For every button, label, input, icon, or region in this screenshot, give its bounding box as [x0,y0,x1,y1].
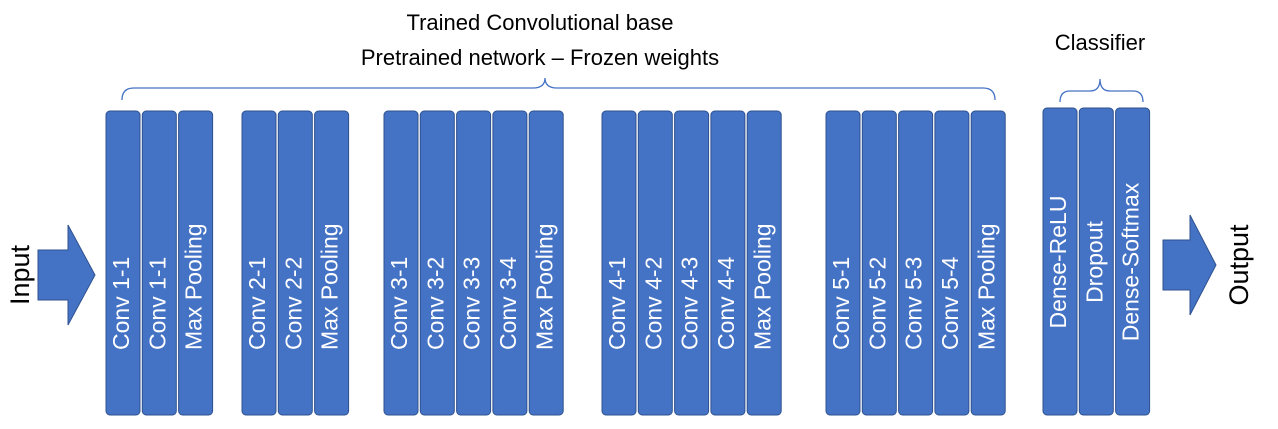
output-arrow [1162,214,1217,316]
layer-block [314,110,350,416]
layer-block [383,110,419,416]
layer-label: Conv 3-2 [422,257,448,350]
layer-block [456,110,492,416]
layer-block [970,110,1006,416]
output-label: Output [1224,224,1254,306]
layer-label: Max Pooling [531,223,557,350]
layer-label: Conv 5-4 [937,256,963,350]
brace [121,77,996,101]
input-arrow [37,224,96,326]
layer-block [241,110,277,416]
layer-block [861,110,897,416]
layer-label: Max Pooling [973,223,999,350]
layer-label: Conv 3-4 [495,256,521,350]
layer-label: Conv 1-1 [108,257,134,350]
layer-block [277,110,313,416]
layer-block [1115,107,1151,416]
layer-block [934,110,970,416]
layer-label: Conv 4-1 [604,257,630,350]
layer-label: Conv 2-2 [280,257,306,350]
layer-label: Dense-ReLU [1045,196,1071,329]
layer-label: Conv 4-2 [640,257,666,350]
layers: Conv 1-1 Conv 1-1 Max Pooling Conv 2-1 Conv … [105,107,1151,416]
layer-label: Conv 5-3 [901,257,927,350]
layer-block [746,110,782,416]
layer-label: Conv 1-1 [144,257,170,350]
layer-label: Dropout [1081,220,1107,302]
layer-block [105,110,141,416]
layer-block [898,110,934,416]
layer-label: Max Pooling [317,223,343,350]
layer-label: Conv 4-3 [677,257,703,350]
layer-block [419,110,455,416]
layer-label: Conv 3-1 [386,257,412,350]
title-line: Pretrained network – Frozen weights [361,45,719,70]
layer-block [178,110,214,416]
layer-label: Max Pooling [181,223,207,350]
layer-block [492,110,528,416]
layer-block [825,110,861,416]
layer-label: Conv 2-1 [244,257,270,350]
layer-label: Conv 5-2 [864,257,890,350]
layer-block [141,110,177,416]
layer-label: Max Pooling [749,223,775,350]
layer-label: Dense-Softmax [1118,182,1144,341]
title-line: Trained Convolutional base [406,10,673,35]
brace [1059,78,1144,103]
layer-label: Conv 3-3 [459,257,485,350]
input-label: Input [5,244,35,305]
layer-block [1078,107,1114,416]
layer-block [528,110,564,416]
layer-block [637,110,673,416]
layer-label: Conv 4-4 [713,256,739,350]
layer-block [674,110,710,416]
layer-label: Conv 5-1 [828,257,854,350]
layer-block [1042,107,1078,416]
layer-block [601,110,637,416]
layer-block [710,110,746,416]
classifier-label: Classifier [1055,30,1145,55]
